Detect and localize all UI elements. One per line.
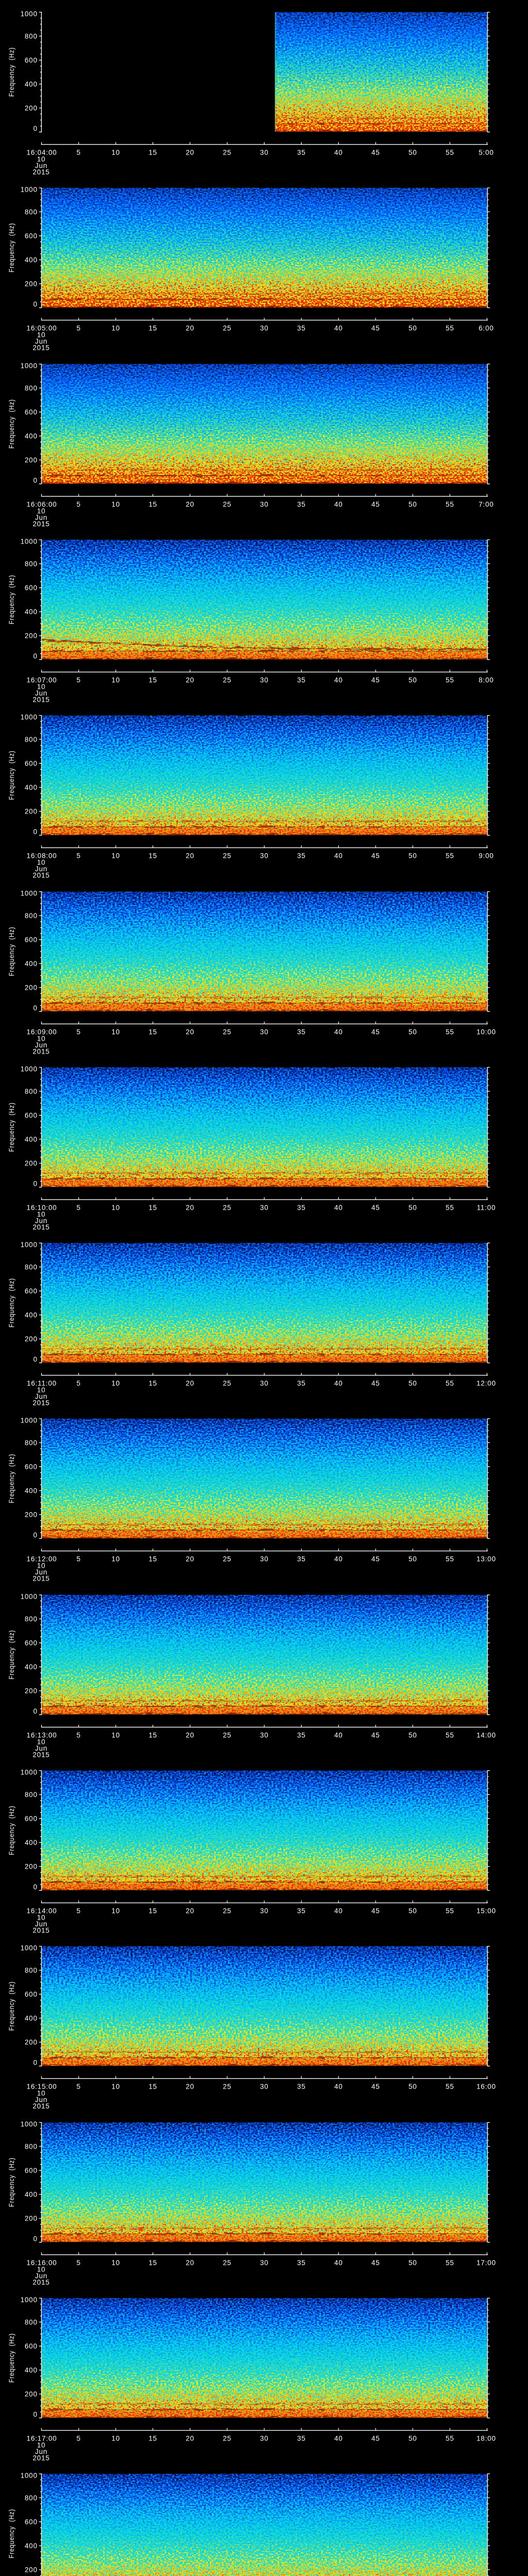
svg-text:16:17:00: 16:17:00: [27, 2434, 57, 2442]
svg-text:5:00: 5:00: [478, 149, 493, 157]
svg-text:14:00: 14:00: [476, 1731, 496, 1739]
svg-text:6:00: 6:00: [478, 325, 493, 332]
svg-text:11:00: 11:00: [477, 1204, 496, 1211]
svg-text:16:08:00: 16:08:00: [27, 852, 57, 860]
svg-text:17:00: 17:00: [476, 2259, 496, 2266]
svg-text:16:05:00: 16:05:00: [27, 325, 57, 332]
svg-text:10:00: 10:00: [476, 1028, 496, 1036]
svg-text:16:06:00: 16:06:00: [27, 500, 57, 508]
svg-text:7:00: 7:00: [478, 500, 493, 508]
svg-text:15:00: 15:00: [476, 1907, 496, 1914]
svg-text:13:00: 13:00: [476, 1555, 496, 1563]
svg-text:16:12:00: 16:12:00: [27, 1555, 57, 1563]
svg-text:8:00: 8:00: [478, 676, 493, 684]
svg-text:12:00: 12:00: [476, 1380, 496, 1387]
svg-text:16:09:00: 16:09:00: [27, 1028, 57, 1036]
svg-text:16:11:00: 16:11:00: [27, 1380, 57, 1387]
svg-text:16:14:00: 16:14:00: [27, 1907, 57, 1914]
svg-text:16:10:00: 16:10:00: [27, 1204, 57, 1211]
svg-text:16:15:00: 16:15:00: [27, 2083, 57, 2091]
svg-text:16:07:00: 16:07:00: [27, 676, 57, 684]
svg-text:16:04:00: 16:04:00: [27, 149, 57, 157]
svg-text:18:00: 18:00: [476, 2434, 496, 2442]
svg-text:16:13:00: 16:13:00: [27, 1731, 57, 1739]
svg-text:16:16:00: 16:16:00: [27, 2259, 57, 2266]
svg-text:16:00: 16:00: [476, 2083, 496, 2091]
svg-text:9:00: 9:00: [478, 852, 493, 860]
